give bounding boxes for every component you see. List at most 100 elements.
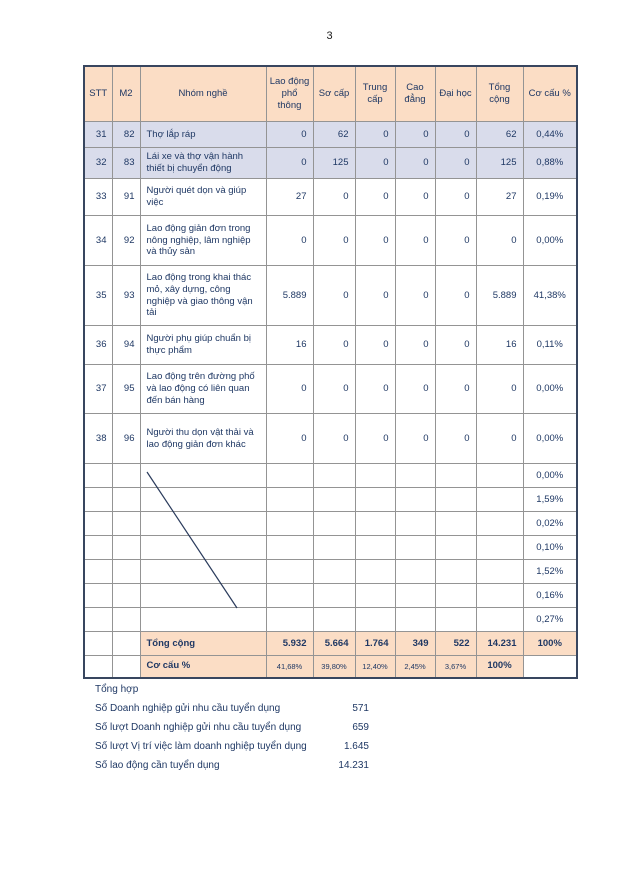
cell-empty [434, 511, 477, 536]
cell-value: 0 [312, 215, 356, 266]
cell-stt: 35 [83, 265, 113, 326]
cell-value: 0 [394, 364, 436, 414]
cell-empty [83, 607, 113, 632]
cell-empty [139, 511, 267, 536]
column-header: Trung cấp [354, 65, 396, 122]
cell-value: 0 [434, 178, 477, 216]
cell-m2: 91 [111, 178, 141, 216]
cell-stt: 33 [83, 178, 113, 216]
table-header-row: STT M2 Nhóm nghề Lao động phổ thông Sơ cấp Tr… [83, 65, 578, 122]
cell-value: 0 [265, 147, 314, 179]
cell-empty [312, 607, 356, 632]
cell-empty [83, 535, 113, 560]
cell-empty [312, 487, 356, 512]
cell-value: 0 [354, 178, 396, 216]
table-empty-row: 1,52% [83, 559, 578, 584]
cell-value: 0 [354, 325, 396, 365]
recruitment-table: STT M2 Nhóm nghề Lao động phổ thông Sơ cấp Tr… [83, 65, 578, 679]
cell-empty [394, 559, 436, 584]
cell-share: 0,02% [522, 511, 578, 536]
cell-empty [354, 583, 396, 608]
summary-item-value: 659 [352, 722, 369, 733]
cell-empty [83, 655, 113, 678]
summary-items: Số Doanh nghiệp gửi nhu cầu tuyển dụng 57… [95, 703, 369, 779]
cell-value: 16 [265, 325, 314, 365]
cell-stt: 31 [83, 121, 113, 148]
summary-item-label: Số Doanh nghiệp gửi nhu cầu tuyển dụng [95, 703, 281, 714]
cell-value: 16 [475, 325, 524, 365]
cell-share: 0,00% [522, 215, 578, 266]
cell-value: 125 [312, 147, 356, 179]
cell-value: 0 [394, 325, 436, 365]
cell-value: 0 [354, 121, 396, 148]
cell-value: 0 [312, 364, 356, 414]
cell-empty [394, 583, 436, 608]
cell-stt: 36 [83, 325, 113, 365]
cell-share: 0,00% [522, 413, 578, 464]
cell-empty [83, 487, 113, 512]
cell-empty [83, 559, 113, 584]
ratio-value: 12,40% [354, 655, 396, 678]
table-body: 31 82 Thợ lắp ráp 0 62 0 0 0 62 0,44% 32 83 Lái xe v… [83, 121, 578, 678]
summary-item: Số lao động cần tuyển dụng 14.231 [95, 760, 369, 779]
cell-value: 0 [312, 265, 356, 326]
cell-name: Lao động giản đơn trong nông nghiệp, lâm… [139, 215, 267, 266]
summary-item-label: Số lượt Doanh nghiệp gửi nhu cầu tuyển d… [95, 722, 302, 733]
cell-value: 0 [434, 215, 477, 266]
cell-empty [475, 535, 524, 560]
cell-value: 27 [265, 178, 314, 216]
page-number: 3 [326, 30, 333, 42]
cell-empty [312, 511, 356, 536]
cell-empty [139, 607, 267, 632]
table-total-row: Tổng cộng 5.932 5.664 1.764 349 522 14.231 100% [83, 631, 578, 656]
cell-stt: 37 [83, 364, 113, 414]
cell-empty [522, 655, 578, 678]
cell-value: 27 [475, 178, 524, 216]
cell-m2: 93 [111, 265, 141, 326]
cell-value: 125 [475, 147, 524, 179]
cell-value: 62 [475, 121, 524, 148]
cell-share: 0,19% [522, 178, 578, 216]
cell-share: 0,11% [522, 325, 578, 365]
summary-title: Tổng hợp [95, 684, 139, 695]
cell-empty [475, 511, 524, 536]
cell-empty [312, 535, 356, 560]
cell-m2: 92 [111, 215, 141, 266]
cell-value: 0 [265, 364, 314, 414]
cell-empty [265, 463, 314, 488]
cell-empty [265, 583, 314, 608]
cell-name: Lao động trên đường phố và lao động có l… [139, 364, 267, 414]
cell-share: 1,52% [522, 559, 578, 584]
cell-empty [139, 583, 267, 608]
cell-empty [434, 607, 477, 632]
cell-empty [111, 535, 141, 560]
cell-value: 0 [265, 413, 314, 464]
cell-value: 0 [434, 325, 477, 365]
cell-empty [111, 559, 141, 584]
cell-value: 0 [354, 215, 396, 266]
total-value: 5.932 [265, 631, 314, 656]
cell-m2: 83 [111, 147, 141, 179]
cell-empty [434, 535, 477, 560]
cell-name: Lái xe và thợ vận hành thiết bị chuyển đ… [139, 147, 267, 179]
table-row: 37 95 Lao động trên đường phố và lao động … [83, 364, 578, 414]
cell-value: 0 [312, 178, 356, 216]
cell-stt: 32 [83, 147, 113, 179]
cell-empty [312, 583, 356, 608]
table-empty-row: 0,27% [83, 607, 578, 632]
cell-empty [354, 487, 396, 512]
ratio-value: 3,67% [434, 655, 477, 678]
cell-empty [354, 535, 396, 560]
cell-value: 0 [434, 147, 477, 179]
cell-value: 0 [354, 147, 396, 179]
cell-empty [434, 463, 477, 488]
cell-share: 0,10% [522, 535, 578, 560]
cell-stt: 38 [83, 413, 113, 464]
summary-item: Số lượt Vị trí việc làm doanh nghiệp tuy… [95, 741, 369, 760]
cell-m2: 95 [111, 364, 141, 414]
cell-empty [111, 655, 141, 678]
cell-share: 0,27% [522, 607, 578, 632]
column-header: Cơ cấu % [522, 65, 578, 122]
column-header: Sơ cấp [312, 65, 356, 122]
table-empty-row: 0,16% [83, 583, 578, 608]
